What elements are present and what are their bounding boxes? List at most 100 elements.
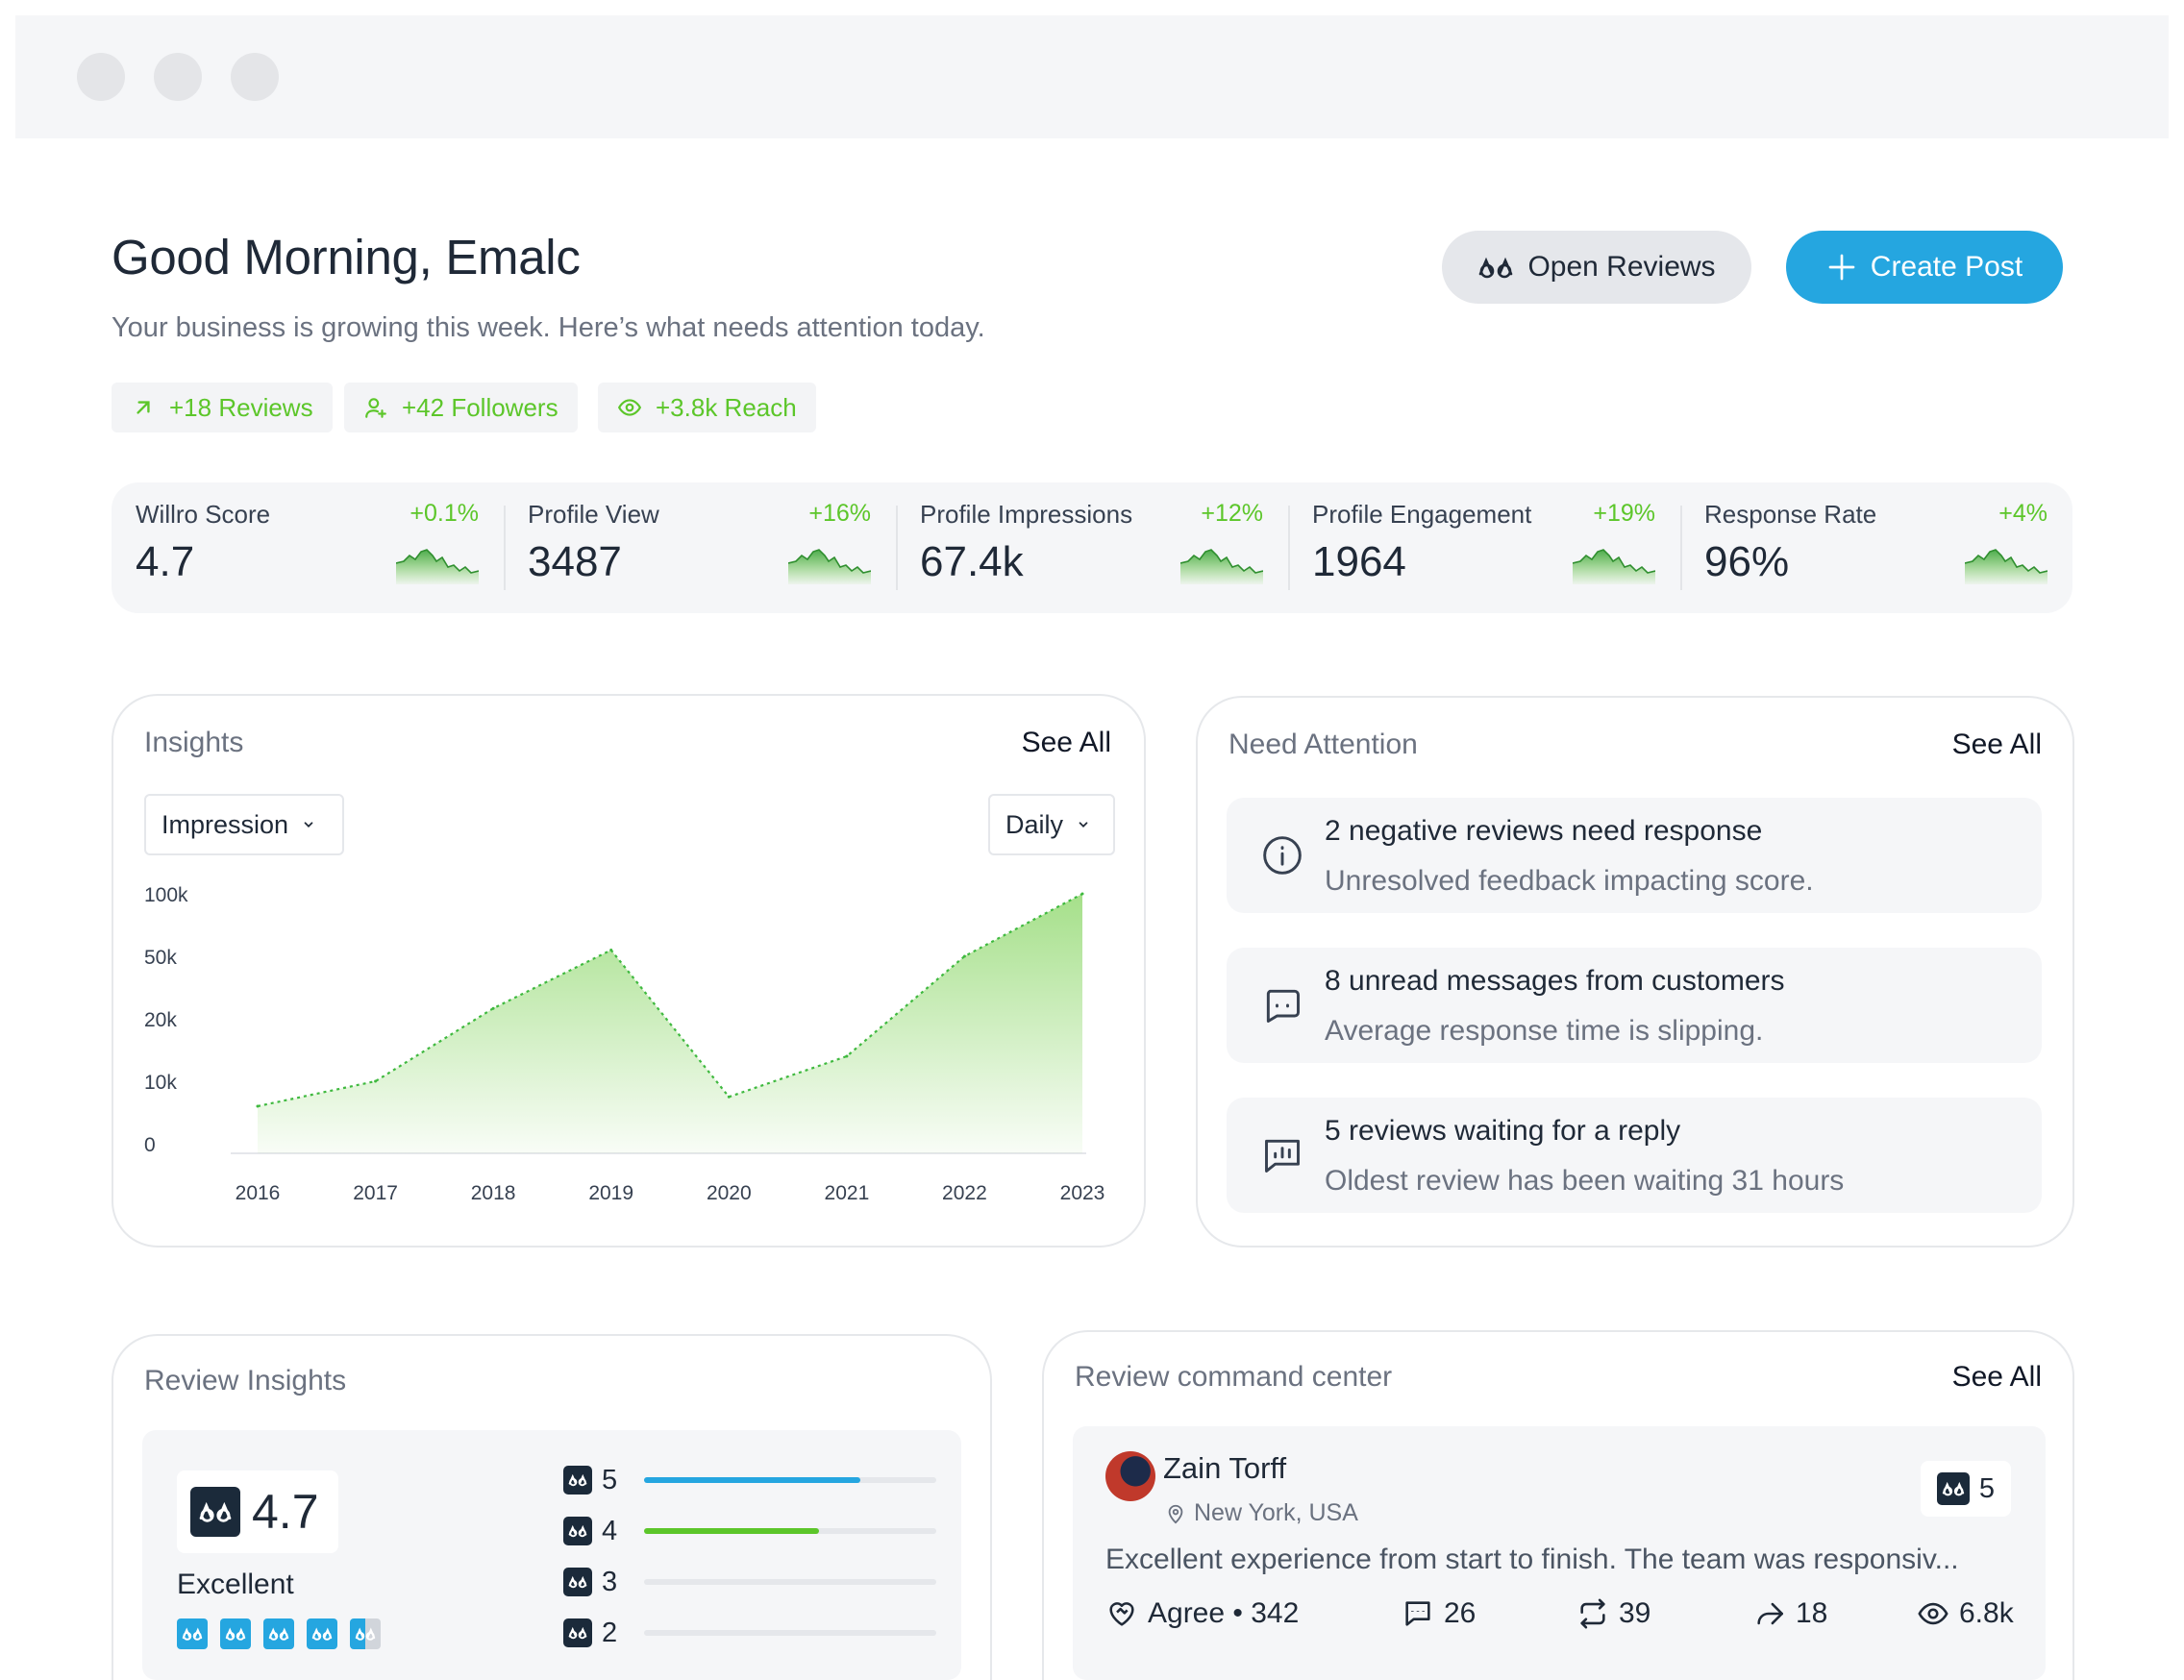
- stat-value: 4.7: [136, 538, 195, 585]
- rating-score-value: 4.7: [252, 1485, 319, 1539]
- chart-x-tick: 2023: [1060, 1182, 1105, 1204]
- rating-row[interactable]: 3: [563, 1567, 967, 1597]
- window-zoom-dot[interactable]: [231, 53, 279, 101]
- followers-growth-pill: +42 Followers: [344, 383, 578, 432]
- rating-bar-fill: [644, 1528, 820, 1534]
- stat-label: Profile Impressions: [920, 500, 1133, 529]
- chart-y-tick: 10k: [144, 1072, 177, 1094]
- chart-point: [609, 949, 613, 951]
- pill-label: +42 Followers: [402, 392, 558, 422]
- chart-x-tick: 2018: [471, 1182, 516, 1204]
- stat-value: 96%: [1704, 538, 1790, 585]
- rating-star-icon: [263, 1618, 294, 1649]
- sparkline-icon: [1965, 549, 2048, 584]
- willro-logo-icon: [563, 1618, 592, 1647]
- location-pin-icon: [1168, 1504, 1183, 1523]
- chart-point: [1080, 892, 1084, 896]
- rating-row[interactable]: 5: [563, 1465, 967, 1495]
- comment-icon: [1405, 1601, 1430, 1626]
- info-icon: [1263, 836, 1302, 875]
- review-rating-value: 5: [1978, 1472, 1996, 1504]
- create-post-button[interactable]: Create Post: [1786, 231, 2063, 304]
- share-action[interactable]: 18: [1753, 1597, 1827, 1630]
- metric-select[interactable]: Impression: [144, 794, 344, 855]
- rating-score-label: Excellent: [177, 1569, 294, 1600]
- stat-profile-view[interactable]: Profile View +16% 3487: [504, 482, 896, 613]
- user-plus-icon: [365, 398, 386, 418]
- willro-logo-icon: [563, 1517, 592, 1545]
- stat-profile-impressions[interactable]: Profile Impressions +12% 67.4k: [896, 482, 1288, 613]
- rating-row[interactable]: 4: [563, 1516, 967, 1546]
- agree-action[interactable]: Agree • 342: [1105, 1597, 1299, 1630]
- chart-y-tick: 100k: [144, 884, 188, 906]
- attention-item-subtitle: Oldest review has been waiting 31 hours: [1325, 1165, 1845, 1197]
- chart-x-tick: 2022: [942, 1182, 987, 1204]
- stat-label: Profile View: [528, 500, 659, 529]
- comment-action[interactable]: 26: [1402, 1597, 1476, 1630]
- repost-action[interactable]: 39: [1576, 1597, 1650, 1630]
- window-close-dot[interactable]: [77, 53, 125, 101]
- chart-point: [845, 1054, 849, 1058]
- chart-point: [374, 1079, 378, 1083]
- page-subtitle: Your business is growing this week. Here…: [112, 312, 985, 343]
- chart-x-tick: 2019: [588, 1182, 633, 1204]
- reviews-growth-pill: +18 Reviews: [112, 383, 333, 432]
- need-attention-see-all-link[interactable]: See All: [1951, 729, 2042, 760]
- arrow-up-right-icon: [136, 401, 150, 414]
- stat-value: 3487: [528, 538, 622, 585]
- stat-willro-score[interactable]: Willro Score +0.1% 4.7: [112, 482, 504, 613]
- attention-item-unread-messages[interactable]: 8 unread messages from customers Average…: [1227, 948, 2042, 1063]
- period-select-value: Daily: [1005, 809, 1064, 839]
- chart-point: [256, 1104, 260, 1108]
- views-metric: 6.8k: [1917, 1597, 2014, 1630]
- stat-label: Response Rate: [1704, 500, 1877, 529]
- rating-row-label: 2: [602, 1617, 618, 1648]
- need-attention-title: Need Attention: [1228, 729, 1418, 760]
- stat-profile-engagement[interactable]: Profile Engagement +19% 1964: [1288, 482, 1680, 613]
- attention-item-negative-reviews[interactable]: 2 negative reviews need response Unresol…: [1227, 798, 2042, 913]
- stat-label: Willro Score: [136, 500, 271, 529]
- insights-see-all-link[interactable]: See All: [1021, 727, 1111, 758]
- rating-star-icon: [307, 1618, 337, 1649]
- rating-score-box: 4.7: [177, 1470, 338, 1553]
- bar-chart-icon: [1265, 1139, 1300, 1173]
- agree-count: Agree • 342: [1148, 1597, 1300, 1629]
- rating-row[interactable]: 2: [563, 1618, 967, 1648]
- review-command-center-title: Review command center: [1075, 1361, 1393, 1393]
- open-reviews-button[interactable]: Open Reviews: [1442, 231, 1751, 304]
- heart-handshake-icon: [1109, 1602, 1134, 1626]
- review-command-center-see-all-link[interactable]: See All: [1951, 1361, 2042, 1393]
- stat-delta: +0.1%: [410, 500, 479, 527]
- rating-star-icon: [177, 1618, 208, 1649]
- window-titlebar: [15, 15, 2169, 138]
- pill-label: +18 Reviews: [169, 392, 313, 422]
- rating-row-label: 3: [602, 1566, 618, 1597]
- metric-select-value: Impression: [161, 809, 289, 839]
- stat-value: 67.4k: [920, 538, 1024, 585]
- repost-icon: [1580, 1598, 1605, 1629]
- attention-item-title: 2 negative reviews need response: [1325, 815, 1763, 847]
- insights-title: Insights: [144, 727, 244, 758]
- chevron-down-icon: [304, 822, 313, 828]
- window-minimize-dot[interactable]: [154, 53, 202, 101]
- review-card[interactable]: [1073, 1426, 2046, 1680]
- stat-delta: +16%: [808, 500, 871, 527]
- eye-icon: [617, 399, 642, 416]
- stat-response-rate[interactable]: Response Rate +4% 96%: [1680, 482, 2072, 613]
- chart-point: [491, 1006, 495, 1010]
- chart-x-tick: 2017: [353, 1182, 398, 1204]
- views-count: 6.8k: [1959, 1597, 2014, 1629]
- period-select[interactable]: Daily: [988, 794, 1115, 855]
- chevron-down-icon: [1079, 822, 1088, 828]
- avatar[interactable]: [1105, 1451, 1155, 1501]
- willro-logo-icon: [190, 1487, 240, 1537]
- attention-item-waiting-reviews[interactable]: 5 reviews waiting for a reply Oldest rev…: [1227, 1098, 2042, 1213]
- review-rating-badge: 5: [1921, 1461, 2011, 1517]
- comment-count: 26: [1444, 1597, 1477, 1629]
- message-icon: [1266, 989, 1300, 1023]
- reviewer-name[interactable]: Zain Torff: [1163, 1451, 1287, 1485]
- sparkline-icon: [1180, 549, 1263, 584]
- rating-star-icon: [220, 1618, 251, 1649]
- chart-line: [257, 893, 1083, 1108]
- stat-label: Profile Engagement: [1312, 500, 1532, 529]
